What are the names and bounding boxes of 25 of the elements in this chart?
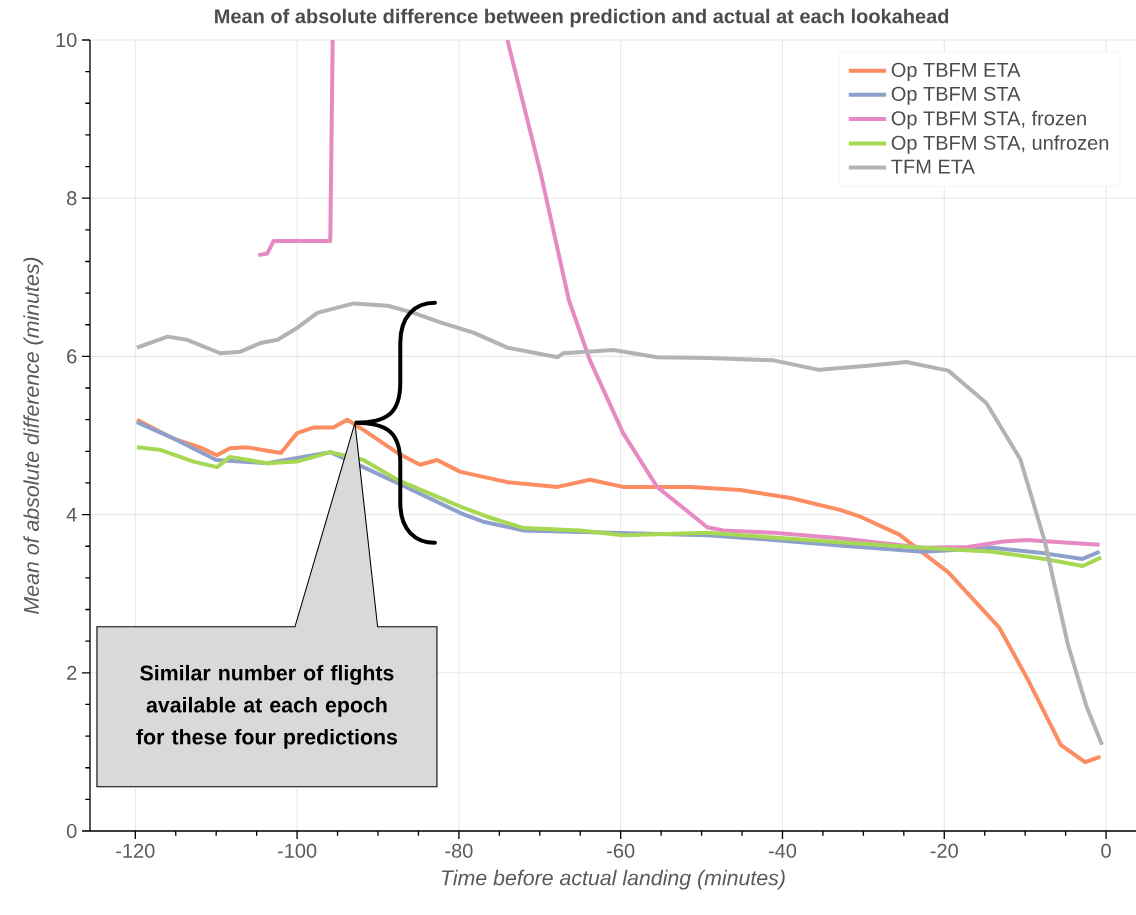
x-tick-label: -120 (116, 843, 155, 858)
x-tick-label: -40 (768, 843, 797, 858)
y-axis-title: Mean of absolute difference (minutes) (23, 257, 44, 614)
x-tick-label: -80 (445, 843, 473, 858)
line-series (134, 417, 1103, 765)
x-axis-title: Time before actual landing (minutes) (441, 869, 785, 890)
x-tick-label: -20 (930, 843, 958, 858)
annotation: Similar number of flights available at each epoch for these four predictions (136, 664, 398, 749)
legend-label: Op TBFM STA (891, 86, 1021, 105)
y-tick-label: 4 (66, 507, 77, 522)
x-tick-label: -100 (277, 843, 317, 858)
y-tick-label: 10 (56, 32, 77, 48)
legend-label: Op TBFM ETA (891, 62, 1021, 81)
y-tick-label: 6 (67, 349, 77, 364)
legend-label: Op TBFM STA, unfrozen (891, 135, 1109, 154)
line-series (134, 445, 1104, 569)
legend-label: Op TBFM STA, frozen (891, 110, 1086, 130)
y-tick-label: 8 (67, 191, 77, 206)
chart-title: Mean of absolute difference between prediction and actual at each lookahead (215, 8, 949, 28)
legend-label: TFM ETA (891, 159, 975, 174)
line-series (134, 301, 1105, 747)
x-tick-label: -60 (607, 843, 635, 858)
y-tick-label: 0 (66, 823, 77, 839)
x-tick-label: 0 (1101, 843, 1111, 858)
y-tick-label: 2 (67, 665, 77, 680)
